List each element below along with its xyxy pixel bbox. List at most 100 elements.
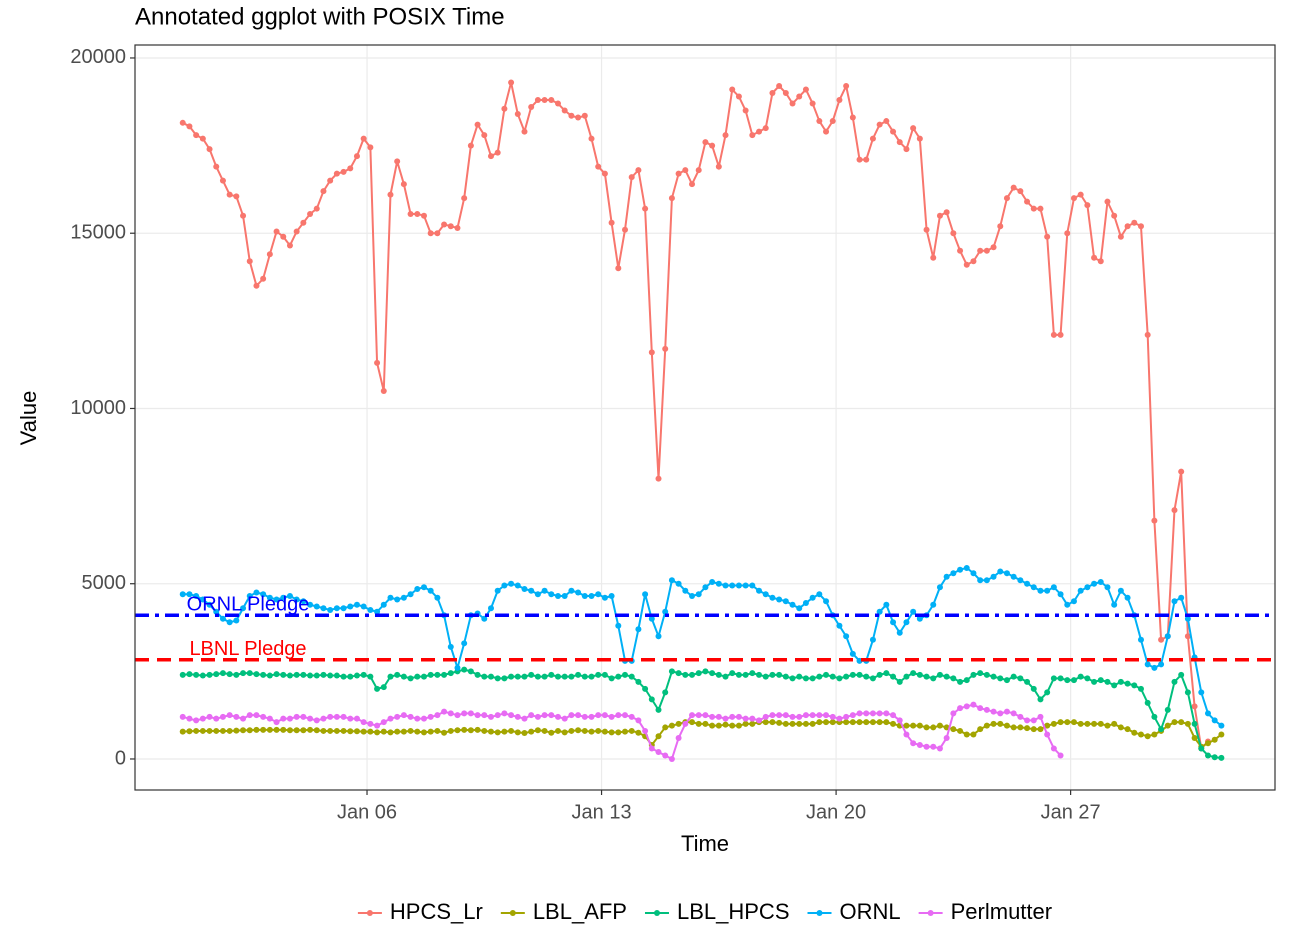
data-point — [628, 713, 635, 720]
x-tick-label: Jan 06 — [337, 801, 397, 823]
annotation: ORNL Pledge — [187, 594, 310, 616]
data-point — [1144, 661, 1151, 668]
data-point — [561, 673, 568, 680]
data-point — [568, 727, 575, 734]
data-point — [427, 671, 434, 678]
data-point — [702, 712, 709, 719]
data-point — [186, 671, 193, 678]
data-point — [487, 153, 494, 160]
data-point — [481, 615, 488, 622]
data-point — [233, 193, 240, 200]
data-point — [280, 726, 287, 733]
data-point — [380, 728, 387, 735]
data-point — [655, 706, 662, 713]
data-point — [628, 174, 635, 181]
data-point — [253, 282, 260, 289]
data-point — [240, 727, 247, 734]
data-point — [756, 587, 763, 594]
data-point — [575, 114, 582, 121]
y-axis-title: Value — [16, 391, 41, 446]
x-axis-title: Time — [681, 831, 729, 856]
data-point — [320, 188, 327, 195]
data-point — [977, 670, 984, 677]
data-point — [1050, 675, 1057, 682]
data-point — [454, 712, 461, 719]
data-point — [1017, 724, 1024, 731]
data-point — [521, 673, 528, 680]
x-tick-label: Jan 20 — [806, 801, 866, 823]
data-point — [367, 144, 374, 151]
legend-key-point — [816, 910, 823, 916]
data-point — [501, 675, 508, 682]
data-point — [374, 722, 381, 729]
data-point — [829, 118, 836, 125]
data-point — [213, 608, 220, 615]
data-point — [186, 591, 193, 598]
data-point — [300, 727, 307, 734]
data-point — [655, 475, 662, 482]
data-point — [380, 387, 387, 394]
data-point — [360, 603, 367, 610]
data-point — [1070, 598, 1077, 605]
data-point — [407, 713, 414, 720]
data-point — [293, 596, 300, 603]
data-point — [823, 598, 830, 605]
data-point — [1003, 677, 1010, 684]
data-point — [374, 359, 381, 366]
data-point — [662, 752, 669, 759]
legend-item: Perlmutter — [918, 899, 1052, 924]
data-point — [400, 728, 407, 735]
legend-item: HPCS_Lr — [357, 899, 483, 924]
data-point — [226, 712, 233, 719]
data-point — [481, 132, 488, 139]
data-point — [903, 619, 910, 626]
data-point — [1124, 223, 1131, 230]
data-point — [568, 112, 575, 119]
legend-label: LBL_AFP — [533, 899, 627, 924]
data-point — [1184, 720, 1191, 727]
data-point — [849, 719, 856, 726]
data-point — [762, 713, 769, 720]
data-point — [1097, 720, 1104, 727]
data-point — [1158, 726, 1165, 733]
data-point — [575, 727, 582, 734]
data-point — [434, 230, 441, 237]
data-point — [327, 713, 334, 720]
data-point — [923, 226, 930, 233]
data-point — [756, 717, 763, 724]
data-point — [957, 566, 964, 573]
data-point — [1017, 675, 1024, 682]
data-point — [642, 591, 649, 598]
data-point — [1077, 720, 1084, 727]
data-point — [213, 163, 220, 170]
legend: HPCS_Lr LBL_AFP LBL_HPCS ORNL Perlmutter — [357, 899, 1052, 924]
data-point — [709, 578, 716, 585]
data-point — [293, 228, 300, 235]
data-point — [447, 727, 454, 734]
data-point — [474, 671, 481, 678]
data-point — [682, 671, 689, 678]
data-point — [333, 170, 340, 177]
data-point — [193, 717, 200, 724]
data-point — [581, 592, 588, 599]
data-point — [843, 633, 850, 640]
data-point — [521, 585, 528, 592]
y-tick-label: 20000 — [70, 46, 126, 68]
data-point — [601, 728, 608, 735]
data-point — [1017, 577, 1024, 584]
data-point — [226, 619, 233, 626]
data-point — [534, 727, 541, 734]
data-point — [809, 675, 816, 682]
data-point — [501, 105, 508, 112]
data-point — [595, 727, 602, 734]
data-point — [642, 685, 649, 692]
data-point — [749, 670, 756, 677]
data-point — [762, 591, 769, 598]
data-point — [823, 712, 830, 719]
data-point — [1030, 205, 1037, 212]
data-point — [883, 601, 890, 608]
data-point — [353, 728, 360, 735]
data-point — [735, 93, 742, 100]
data-point — [1057, 331, 1064, 338]
data-point — [997, 568, 1004, 575]
